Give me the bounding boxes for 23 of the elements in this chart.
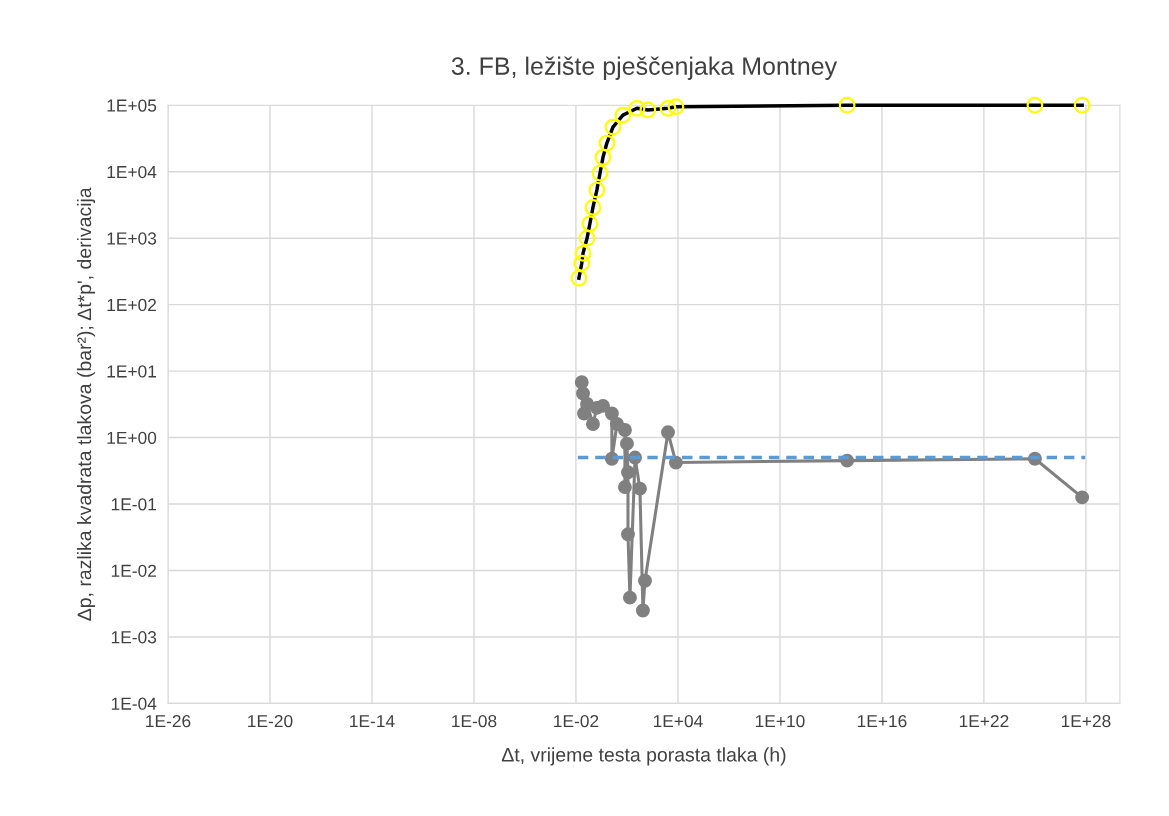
x-tick-label: 1E+04 [653, 714, 703, 728]
y-tick-label: 1E+05 [107, 99, 157, 112]
y-tick-label: 1E+01 [107, 365, 157, 378]
x-tick-label: 1E-02 [554, 714, 599, 728]
y-tick-label: 1E-02 [111, 564, 157, 577]
chart-title: 3. FB, ležište pješčenjaka Montney [451, 56, 838, 80]
y-tick-label: 1E+00 [107, 431, 157, 445]
x-tick-label: 1E-20 [248, 714, 293, 728]
x-axis-title: Δt, vrijeme testa porasta tlaka (h) [501, 747, 786, 766]
y-tick-label: 1E+03 [107, 232, 157, 245]
y-tick-label: 1E-04 [111, 697, 157, 710]
x-tick-label: 1E-26 [146, 714, 191, 728]
y-tick-label: 1E+02 [107, 298, 156, 312]
x-tick-label: 1E+28 [1061, 714, 1111, 728]
x-tick-label: 1E+22 [959, 714, 1009, 728]
y-tick-label: 1E-01 [111, 498, 157, 511]
x-tick-label: 1E-08 [452, 714, 497, 728]
x-tick-label: 1E-14 [350, 715, 395, 728]
y-tick-label: 1E+04 [107, 165, 157, 179]
y-axis-title: Δp, razlika kvadrata tlakova (bar²); Δt*p', derivacija [76, 187, 96, 621]
x-tick-label: 1E+10 [755, 714, 805, 728]
y-tick-label: 1E-03 [111, 631, 157, 644]
x-tick-label: 1E+16 [857, 714, 907, 728]
